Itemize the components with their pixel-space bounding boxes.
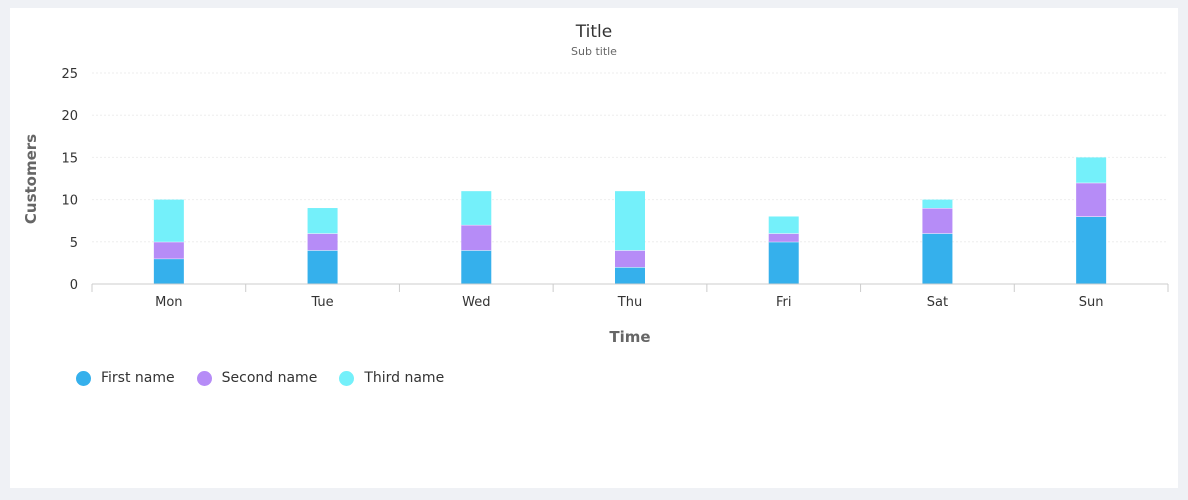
chart-plot-area: 0 5 10 15 20 25 Mon Tue Wed Thu Fri Sat Sun Customer…: [22, 67, 1169, 346]
y-tick-label: 15: [61, 151, 78, 166]
x-tick-label: Tue: [310, 295, 333, 310]
legend-label: Second name: [221, 370, 318, 386]
bar-segment-second-name[interactable]: [1076, 182, 1107, 217]
y-tick-label: 0: [70, 278, 78, 293]
x-tick-label: Wed: [462, 295, 490, 310]
bars: [153, 157, 1107, 284]
bar-segment-third-name[interactable]: [461, 191, 492, 225]
bar-segment-second-name[interactable]: [307, 233, 338, 251]
y-tick-label: 5: [70, 236, 78, 251]
bar-segment-first-name[interactable]: [1076, 216, 1107, 284]
bar-segment-first-name[interactable]: [615, 267, 645, 284]
bar-segment-first-name[interactable]: [461, 250, 492, 284]
bar-segment-third-name[interactable]: [307, 208, 338, 234]
x-tick-label: Mon: [155, 295, 182, 310]
bar-segment-third-name[interactable]: [922, 199, 953, 209]
bar-segment-second-name[interactable]: [153, 241, 184, 259]
legend-marker: [196, 370, 212, 386]
legend-marker: [76, 370, 91, 386]
y-tick-label: 20: [61, 109, 78, 124]
chart-subtitle: Sub title: [571, 45, 617, 58]
axes: 0 5 10 15 20 25 Mon Tue Wed Thu Fri Sat Sun: [61, 67, 1169, 310]
legend-label: Third name: [364, 370, 445, 386]
y-tick-label: 10: [61, 194, 78, 209]
bar-segment-third-name[interactable]: [615, 191, 645, 251]
legend-marker: [339, 370, 355, 386]
y-axis-title: Customers: [22, 134, 40, 224]
bar-segment-second-name[interactable]: [768, 233, 799, 242]
bar-segment-third-name[interactable]: [153, 199, 184, 242]
legend-label: First name: [101, 370, 175, 386]
bar-segment-first-name[interactable]: [768, 241, 799, 284]
legend-item[interactable]: Third name: [339, 370, 444, 386]
bar-segment-first-name[interactable]: [307, 250, 338, 284]
bar-segment-third-name[interactable]: [1076, 157, 1107, 183]
legend-item[interactable]: Second name: [196, 370, 318, 386]
x-tick-label: Thu: [617, 295, 642, 310]
bar-segment-second-name[interactable]: [922, 208, 953, 234]
x-tick-label: Sat: [927, 295, 948, 310]
x-tick-label: Fri: [776, 295, 792, 310]
y-tick-label: 25: [61, 67, 78, 82]
bar-segment-third-name[interactable]: [768, 216, 799, 234]
bar-segment-first-name[interactable]: [153, 258, 184, 284]
chart-title: Title: [575, 22, 613, 42]
x-axis-title: Time: [609, 328, 650, 346]
x-tick-label: Sun: [1079, 295, 1104, 310]
chart-card: Title Sub title 0 5 10 15 20 25 Mon Tue Wed Thu Fr…: [10, 8, 1178, 488]
legend-item[interactable]: First name: [76, 370, 175, 386]
bar-segment-second-name[interactable]: [615, 250, 645, 268]
bar-segment-first-name[interactable]: [922, 233, 953, 284]
chart-legend: First name Second name Third name: [76, 370, 466, 386]
bar-segment-second-name[interactable]: [461, 224, 492, 251]
